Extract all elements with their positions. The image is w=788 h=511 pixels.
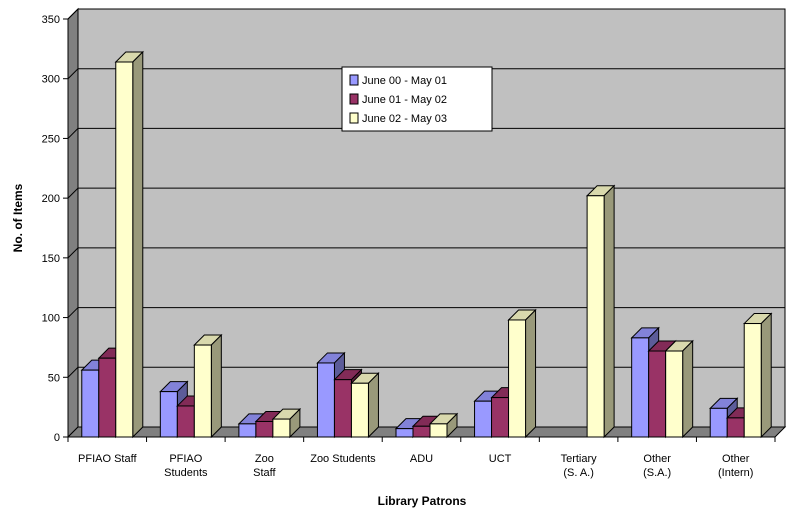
bar-front [586,195,605,438]
bar [193,333,223,439]
bar-front [272,418,291,438]
x-tick-label: PFIAO Staff [78,453,137,465]
bar-front [429,423,448,438]
bar-front [81,369,100,438]
bar [507,308,537,439]
x-tick-label: ADU [410,453,433,465]
y-tick-label: 150 [42,253,60,265]
y-tick-label: 100 [42,313,60,325]
y-tick-label: 50 [48,372,60,384]
bar-front [316,362,335,438]
bar-front [726,417,745,438]
gridline [67,187,785,199]
legend-swatch [349,112,359,124]
bar-front [115,61,134,438]
bar-front [491,397,510,438]
bar [350,372,380,439]
bar-front [98,357,117,438]
bar-front [631,337,650,438]
y-tick-label: 300 [42,74,60,86]
y-tick-label: 200 [42,193,60,205]
gridlines [67,8,785,378]
bar [428,412,459,439]
y-tick-label: 250 [42,133,60,145]
bar-front [709,407,728,438]
gridline [67,247,785,259]
bar-side [210,333,222,439]
bar-front [350,382,369,438]
legend-swatch [349,74,359,86]
axis-labels: 0 50 100 150 200 250 300 350 PFIAO Staff PFIAO Stu… [42,14,754,479]
x-tick-label: Zoo Staff [253,453,276,479]
x-tick-label: UCT [489,453,512,465]
bar-side [132,50,144,439]
bar [743,312,773,439]
bar-front [508,319,527,438]
gridline [67,307,785,318]
bar-side [525,308,537,439]
gridline [67,68,785,80]
y-axis-title: No. of Items [11,183,25,252]
bar-side [760,312,772,439]
x-tick-label: Tertiary (S. A.) [561,453,598,479]
gridline [67,8,785,20]
bar-side [367,372,379,439]
legend: June 00 - May 01 June 01 - May 02 June 02 … [341,66,493,132]
bar-front [412,425,431,438]
bar-front [395,428,414,438]
x-tick-label: Zoo Students [310,453,376,465]
bar-front [474,400,493,438]
legend-item: June 01 - May 02 [349,93,447,106]
y-tick-label: 0 [54,432,60,444]
legend-swatch [349,93,359,105]
bar [271,407,302,439]
bar-front [743,323,762,438]
legend-item: June 02 - May 03 [349,112,447,125]
legend-label: June 01 - May 02 [362,94,447,106]
bar-front [238,423,257,438]
bar [585,184,616,439]
gridline [67,127,785,139]
bars [80,50,773,439]
bar-front [176,405,195,438]
y-tick-label: 350 [42,14,60,26]
legend-label: June 00 - May 01 [362,75,447,87]
x-tick-label: PFIAO Students [164,453,208,479]
bar-side [603,184,615,439]
x-tick-label: Other (S.A.) [643,453,671,479]
bar-front [648,350,667,438]
legend-box [341,66,493,132]
bar-front [159,391,178,438]
x-axis-title: Library Patrons [378,494,467,508]
bar-side [682,339,694,439]
bar-front [665,350,684,438]
bar-front [333,379,352,438]
bar [114,50,144,439]
x-tick-label: Other (Intern) [718,453,753,479]
bar-front [193,344,212,438]
legend-label: June 02 - May 03 [362,113,447,125]
bar-front [255,420,274,438]
legend-item: June 00 - May 01 [349,74,447,87]
gridline [67,366,785,378]
bar [664,339,694,439]
